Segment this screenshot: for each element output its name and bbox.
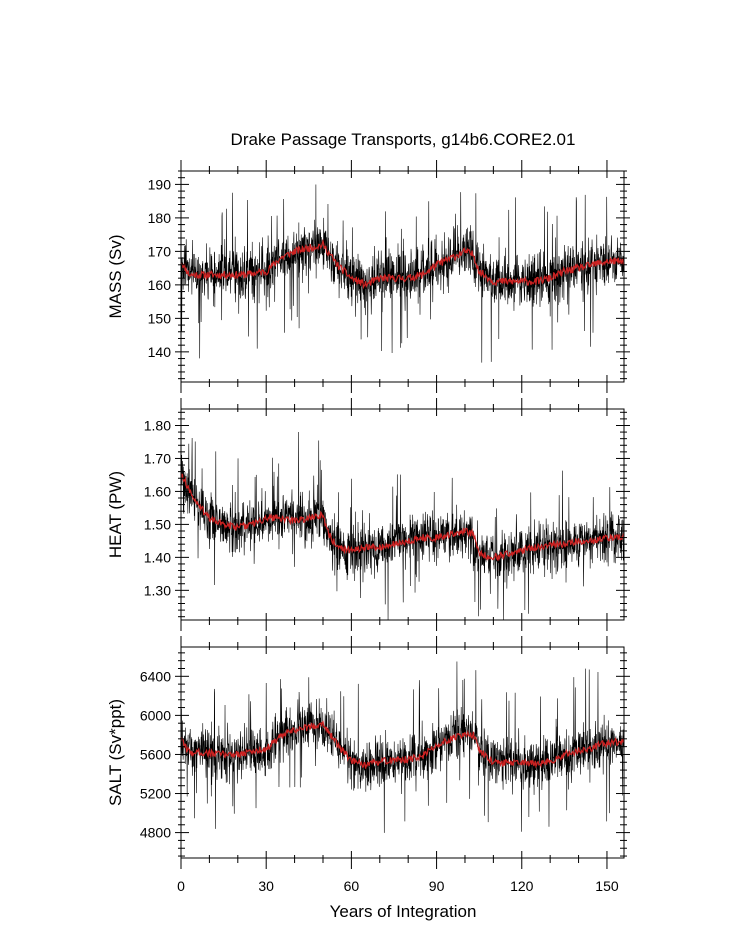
- heat-annual-mean-series: [180, 473, 625, 562]
- heat-plot-frame: [180, 408, 625, 621]
- heat-y-tick-label: 1.80: [144, 417, 171, 433]
- heat-panel: 1.30 1.40 1.50 1.60 1.70 1.80 HEAT (PW): [106, 398, 630, 631]
- salt-monthly-series: [180, 661, 625, 833]
- x-tick-label: 60: [344, 878, 360, 894]
- mass-y-tick-label: 140: [148, 344, 172, 360]
- salt-panel: 4800 5200 5600 6000 6400 SALT (Sv*ppt): [106, 636, 630, 869]
- heat-monthly-series: [180, 431, 625, 621]
- heat-y-axis-label: HEAT (PW): [106, 471, 125, 558]
- mass-y-tick-label: 150: [148, 310, 172, 326]
- mass-y-tick-label: 190: [148, 176, 172, 192]
- salt-y-axis-label: SALT (Sv*ppt): [106, 699, 125, 806]
- mass-y-tick-label: 180: [148, 210, 172, 226]
- x-tick-label: 150: [595, 878, 619, 894]
- chart-title: Drake Passage Transports, g14b6.CORE2.01: [231, 130, 576, 149]
- heat-y-tick-label: 1.60: [144, 483, 171, 499]
- mass-y-axis-label: MASS (Sv): [106, 234, 125, 318]
- heat-y-tick-label: 1.30: [144, 582, 171, 598]
- x-tick-label: 0: [177, 878, 185, 894]
- mass-y-tick-label: 160: [148, 277, 172, 293]
- heat-y-tick-label: 1.50: [144, 516, 171, 532]
- x-tick-label: 90: [429, 878, 445, 894]
- salt-y-tick-label: 4800: [140, 825, 171, 841]
- mass-plot-frame: [180, 170, 625, 383]
- mass-annual-mean-series: [180, 238, 625, 290]
- mass-monthly-series: [180, 184, 625, 363]
- salt-y-tick-label: 6000: [140, 707, 171, 723]
- heat-y-tick-label: 1.40: [144, 549, 171, 565]
- mass-panel: 140 150 160 170 180 190 MASS (Sv): [106, 160, 630, 393]
- x-tick-labels: 0 30 60 90 120 150: [177, 878, 619, 894]
- salt-plot-frame: [180, 646, 625, 859]
- x-tick-label: 120: [510, 878, 534, 894]
- salt-y-tick-label: 5600: [140, 746, 171, 762]
- salt-y-tick-label: 6400: [140, 668, 171, 684]
- mass-y-tick-label: 170: [148, 243, 172, 259]
- salt-annual-mean-series: [180, 720, 625, 769]
- heat-y-tick-label: 1.70: [144, 450, 171, 466]
- salt-y-tick-label: 5200: [140, 786, 171, 802]
- x-tick-label: 30: [258, 878, 274, 894]
- x-axis-label: Years of Integration: [330, 902, 477, 921]
